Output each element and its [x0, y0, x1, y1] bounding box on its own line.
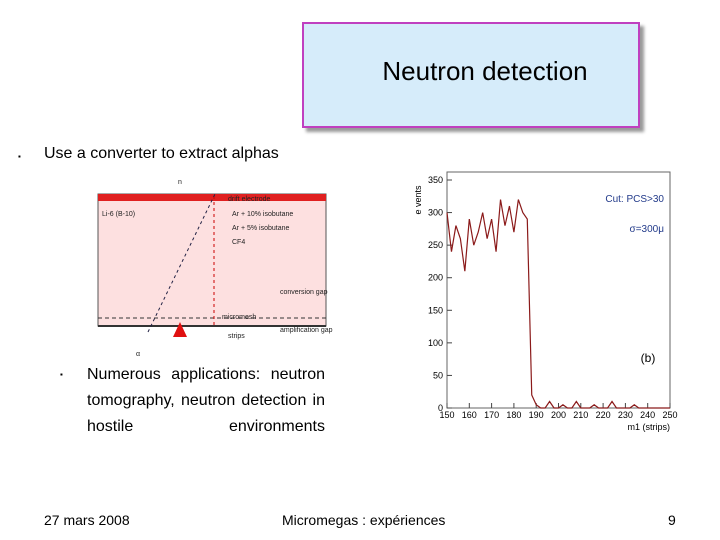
diagram-label: amplification gap — [280, 327, 333, 334]
y-tick-label: 200 — [428, 273, 443, 283]
signal — [173, 322, 187, 337]
title: Neutron detection — [382, 56, 588, 86]
y-tick-label: 250 — [428, 240, 443, 250]
annotation: σ=300μ — [630, 224, 665, 235]
detector-diagram: n drift electrode Li-6 (B-10) Ar + 10% isob… — [97, 179, 333, 358]
diagram-label: n — [178, 179, 182, 186]
y-tick-label: 150 — [428, 305, 443, 315]
x-tick-label: 240 — [640, 410, 655, 420]
x-tick-label: 250 — [662, 410, 677, 420]
y-tick-label: 350 — [428, 175, 443, 185]
bullet-dot: ▪ — [18, 152, 21, 161]
y-tick-label: 100 — [428, 338, 443, 348]
x-tick-label: 220 — [596, 410, 611, 420]
diagram-label: CF4 — [232, 239, 245, 246]
data-line — [446, 199, 670, 409]
bullet: Numerous applications: neutron tomograph… — [87, 366, 325, 435]
bullet: Use a converter to extract alphas — [44, 145, 279, 162]
x-tick-label: 210 — [573, 410, 588, 420]
x-axis-label: m1 (strips) — [628, 422, 671, 432]
x-tick-label: 180 — [506, 410, 521, 420]
diagram-label: conversion gap — [280, 289, 328, 296]
bullet-dot: ▪ — [60, 370, 63, 379]
annotation: Cut: PCS>30 — [605, 194, 664, 205]
annotation: (b) — [641, 351, 656, 365]
footer-date: 27 mars 2008 — [44, 512, 130, 528]
x-tick-label: 190 — [529, 410, 544, 420]
y-tick-label: 50 — [433, 370, 443, 380]
converter — [98, 194, 326, 201]
footer-center: Micromegas : expériences — [282, 512, 446, 528]
plot-frame — [446, 171, 671, 409]
gas-volume — [97, 193, 327, 327]
x-tick-label: 230 — [618, 410, 633, 420]
track — [147, 193, 216, 333]
x-tick-label: 170 — [484, 410, 499, 420]
diagram-label: Li-6 (B-10) — [102, 211, 135, 218]
y-tick-label: 300 — [428, 208, 443, 218]
diagram-label: drift electrode — [228, 196, 271, 203]
page-number: 9 — [668, 512, 676, 528]
plot: 0 50 100 150 200 250 300 350 150 160 170 180 190 200 2… — [413, 171, 678, 432]
y-axis-label: e vents — [413, 185, 423, 215]
diagram-label: strips — [228, 333, 245, 340]
diagram-label: Ar + 10% isobutane — [232, 211, 293, 218]
x-tick-label: 150 — [439, 410, 454, 420]
title-box — [302, 22, 640, 128]
diagram-label: Ar + 5% isobutane — [232, 225, 290, 232]
diagram-label: micromesh — [222, 314, 256, 321]
x-tick-label: 200 — [551, 410, 566, 420]
diagram-label: α — [136, 351, 140, 358]
x-tick-label: 160 — [462, 410, 477, 420]
y-tick-label: 0 — [438, 403, 443, 413]
